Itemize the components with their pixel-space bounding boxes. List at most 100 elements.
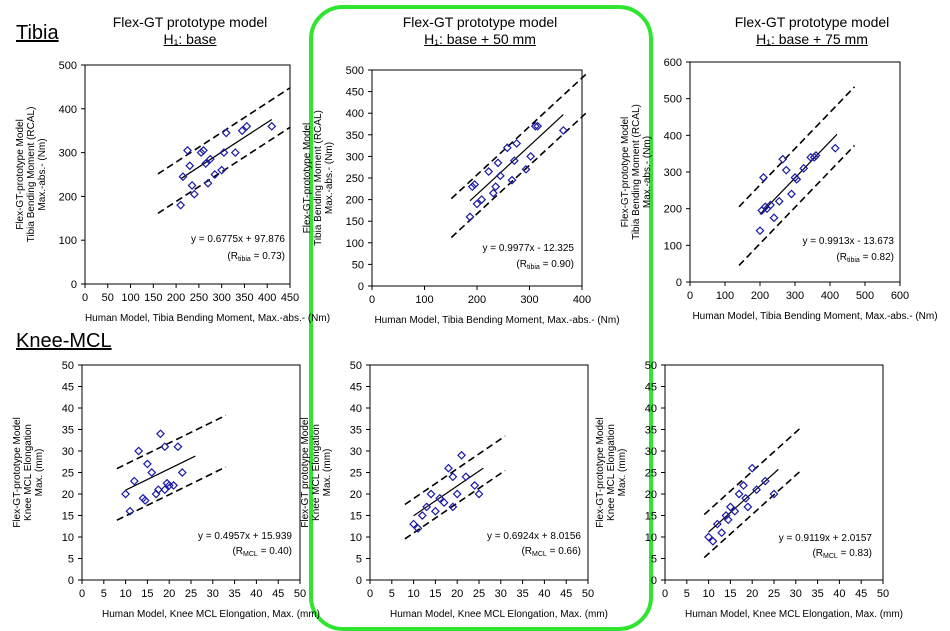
y-tick-label: 50 xyxy=(350,360,362,372)
data-point xyxy=(461,472,471,482)
regression-equation: y = 0.9119x + 2.0157 xyxy=(779,533,873,544)
y-tick-label: 400 xyxy=(346,108,364,120)
x-tick-label: 500 xyxy=(856,290,874,302)
x-tick-label: 30 xyxy=(790,588,802,600)
correlation-label: (RMCL = 0.83) xyxy=(812,548,872,560)
data-point xyxy=(142,459,152,469)
x-tick-label: 300 xyxy=(520,294,538,306)
data-point xyxy=(774,196,784,206)
x-axis-label: Human Model, Knee MCL Elongation, Max. (… xyxy=(390,609,608,620)
y-tick-label: 400 xyxy=(59,104,77,116)
column-title-base-50: Flex-GT prototype model H₁: base + 50 mm xyxy=(350,14,610,48)
data-point xyxy=(198,145,208,155)
data-point xyxy=(465,212,475,222)
plot-frame xyxy=(689,61,901,283)
y-tick-label: 300 xyxy=(664,167,682,179)
y-tick-label: 200 xyxy=(664,204,682,216)
x-tick-label: 100 xyxy=(716,290,734,302)
section-label-knee-mcl: Knee-MCL xyxy=(16,330,112,352)
data-point xyxy=(435,493,445,503)
y-tick-label: 0 xyxy=(651,575,657,587)
x-tick-label: 0 xyxy=(369,294,375,306)
regression-line xyxy=(125,455,196,491)
y-axis-label: Max.-abs.- (Nm) xyxy=(37,138,48,210)
x-axis-label: Human Model, Knee MCL Elongation, Max. (… xyxy=(102,609,320,620)
data-point xyxy=(196,148,206,158)
data-point xyxy=(185,161,195,171)
upper-band-line xyxy=(738,86,856,208)
x-tick-label: 10 xyxy=(119,588,131,600)
data-point xyxy=(708,536,718,546)
data-point xyxy=(242,121,252,131)
data-point xyxy=(189,189,199,199)
data-point xyxy=(230,148,240,158)
y-tick-label: 300 xyxy=(346,151,364,163)
data-point xyxy=(717,528,727,538)
column-title-base: Flex-GT prototype model H₁: base xyxy=(60,14,320,48)
data-point xyxy=(178,172,188,182)
chart-panel-tibia-1: 0 50 100 150 200 250 300 350 400 450 500 0 100 200 300… xyxy=(302,65,620,326)
data-point xyxy=(526,151,536,161)
data-point xyxy=(723,515,733,525)
x-tick-label: 15 xyxy=(724,588,736,600)
data-point xyxy=(457,450,467,460)
x-tick-label: 40 xyxy=(538,588,550,600)
data-point xyxy=(766,200,775,210)
data-point xyxy=(769,489,779,499)
data-point xyxy=(267,121,277,131)
regression-line xyxy=(759,133,838,215)
column-subtitle: H₁: base + 75 mm xyxy=(756,31,868,47)
data-point xyxy=(704,532,714,542)
data-point xyxy=(755,226,765,236)
x-tick-label: 50 xyxy=(102,292,114,304)
data-point xyxy=(177,468,187,477)
data-point xyxy=(417,511,427,520)
correlation-label: (Rtibia = 0.73) xyxy=(227,251,285,263)
x-tick-label: 400 xyxy=(573,294,591,306)
data-point xyxy=(495,171,505,181)
column-subtitle: H₁: base xyxy=(163,31,217,47)
data-point xyxy=(426,489,436,499)
x-tick-label: 35 xyxy=(811,588,823,600)
plot-frame xyxy=(84,64,291,285)
data-point xyxy=(147,468,157,477)
x-axis-label: Human Model, Tibia Bending Moment, Max.-… xyxy=(374,315,619,326)
correlation-label: (Rtibia = 0.82) xyxy=(836,252,894,264)
data-point xyxy=(725,502,735,512)
x-tick-label: 20 xyxy=(451,588,463,600)
data-point xyxy=(205,154,215,164)
regression-line xyxy=(708,468,779,533)
x-tick-label: 100 xyxy=(121,292,139,304)
data-point xyxy=(448,472,458,482)
column-title-base-75: Flex-GT prototype model H₁: base + 75 mm xyxy=(682,14,942,48)
data-point xyxy=(743,502,753,512)
y-axis-label: Flex-GT-prototype Model xyxy=(15,119,26,230)
x-tick-label: 0 xyxy=(367,588,373,600)
x-tick-label: 400 xyxy=(258,292,276,304)
y-axis-label: Flex-GT-prototype Model xyxy=(302,123,313,234)
data-point xyxy=(493,158,503,168)
data-point xyxy=(778,154,788,164)
x-tick-label: 25 xyxy=(185,588,197,600)
upper-band-line xyxy=(116,414,227,470)
y-tick-label: 350 xyxy=(346,130,364,142)
y-tick-label: 15 xyxy=(645,511,657,523)
y-tick-label: 50 xyxy=(62,360,74,372)
x-tick-label: 300 xyxy=(212,292,230,304)
lower-band-line xyxy=(703,470,801,559)
data-point xyxy=(210,170,220,179)
data-point xyxy=(237,126,247,136)
x-tick-label: 5 xyxy=(389,588,395,600)
y-tick-label: 20 xyxy=(62,489,74,501)
x-tick-label: 0 xyxy=(82,292,88,304)
x-tick-label: 10 xyxy=(702,588,714,600)
data-point xyxy=(413,523,423,533)
data-point xyxy=(752,485,762,495)
y-tick-label: 0 xyxy=(71,279,77,291)
x-tick-label: 450 xyxy=(281,292,299,304)
data-point xyxy=(484,167,494,176)
data-point xyxy=(809,152,819,162)
y-axis-label: Max. (mm) xyxy=(34,449,45,497)
column-title-text: Flex-GT prototype model xyxy=(112,14,268,30)
